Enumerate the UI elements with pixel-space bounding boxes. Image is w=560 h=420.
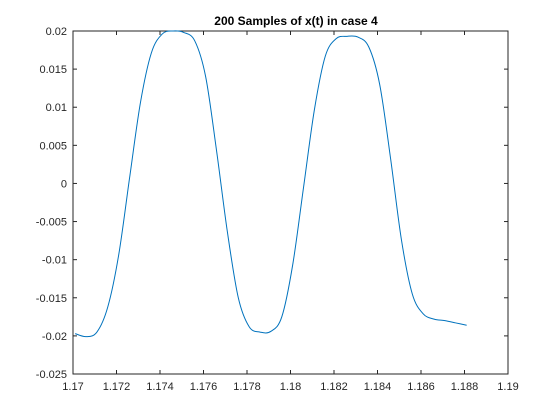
x-tick-label: 1.172 (103, 381, 131, 393)
x-tick-label: 1.182 (320, 381, 348, 393)
y-tick-label: -0.005 (36, 217, 67, 229)
y-tick-label: -0.015 (36, 293, 67, 305)
y-tick-label: 0.005 (39, 140, 67, 152)
y-tick-label: 0 (61, 178, 67, 190)
y-tick-label: 0.02 (46, 26, 67, 38)
x-tick-label: 1.176 (190, 381, 218, 393)
y-tick-label: -0.01 (42, 255, 67, 267)
x-axis: 1.17 1.172 1.174 1.176 1.178 1.18 1.182 1.184 1.… (62, 31, 519, 393)
y-tick-label: 0.015 (39, 64, 67, 76)
y-tick-label: -0.025 (36, 369, 67, 381)
y-tick-label: -0.02 (42, 331, 67, 343)
series-line (75, 30, 467, 338)
x-tick-label: 1.18 (280, 381, 301, 393)
x-tick-label: 1.174 (146, 381, 174, 393)
y-tick-label: 0.01 (46, 102, 67, 114)
plot-area: 1.17 1.172 1.174 1.176 1.178 1.18 1.182 1.184 1.… (36, 26, 519, 393)
x-tick-label: 1.19 (497, 381, 518, 393)
y-axis: -0.025 -0.02 -0.015 -0.01 -0.005 0 0.005 0.01 0.… (36, 26, 508, 381)
axes-box (72, 30, 509, 375)
x-tick-label: 1.178 (233, 381, 261, 393)
chart-title: 200 Samples of x(t) in case 4 (214, 14, 378, 28)
x-tick-label: 1.184 (364, 381, 392, 393)
x-tick-label: 1.186 (407, 381, 435, 393)
x-tick-label: 1.17 (62, 381, 83, 393)
x-tick-label: 1.188 (451, 381, 479, 393)
